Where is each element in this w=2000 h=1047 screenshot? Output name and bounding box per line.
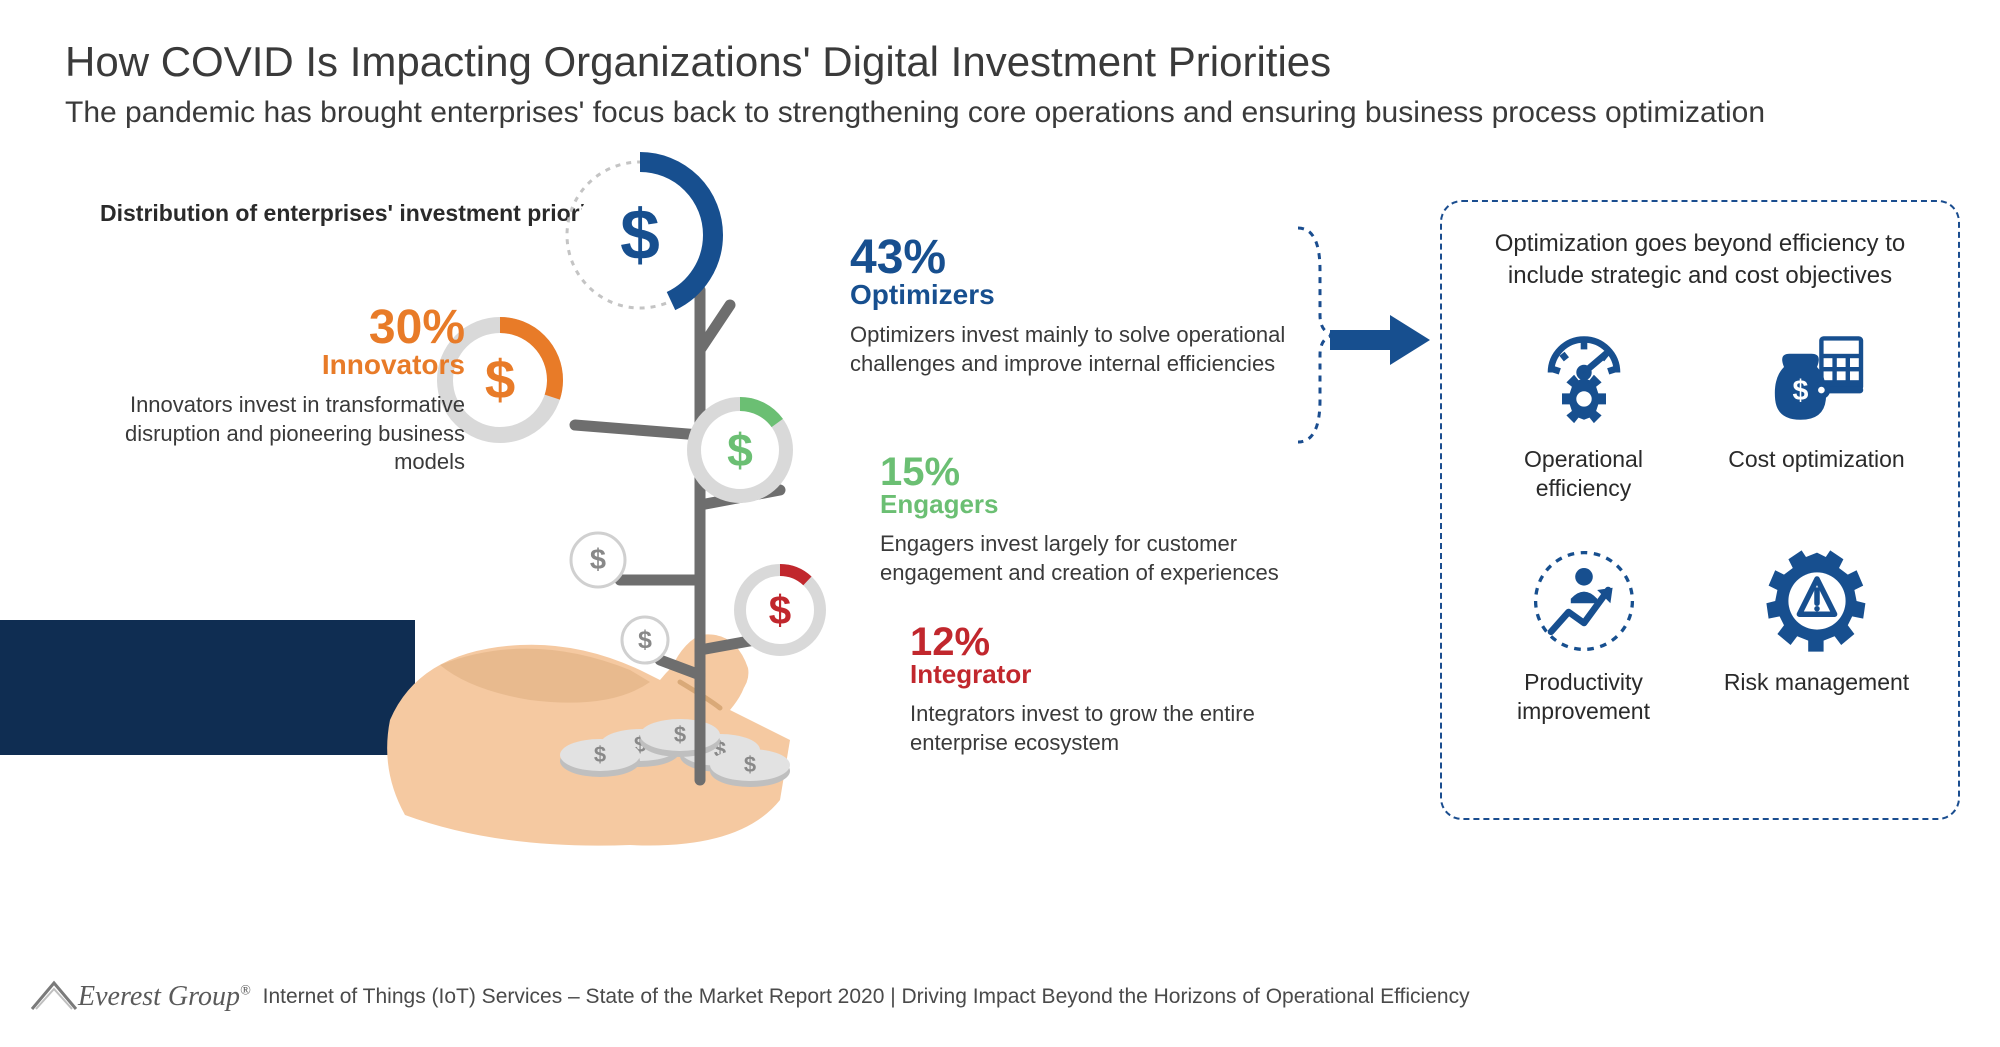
category-optimizers: 43% Optimizers Optimizers invest mainly … [850,230,1300,378]
sleeve-decor [0,620,415,755]
svg-text:$: $ [620,195,660,275]
money-calc-icon: $ [1707,323,1927,433]
card-item-cost-optimization: $ Cost optimization [1707,323,1927,503]
card-item-productivity-improvement: Productivity improvement [1474,546,1694,726]
card-item-label: Productivity improvement [1474,668,1694,726]
category-name: Optimizers [850,279,1300,311]
page-title: How COVID Is Impacting Organizations' Di… [65,38,1331,86]
category-desc: Engagers invest largely for customer eng… [880,530,1300,587]
card-item-label: Operational efficiency [1474,445,1694,503]
donut-integrator: $ [732,562,828,663]
small-coin-0: $ [569,531,627,594]
category-pct: 43% [850,230,1300,285]
svg-text:$: $ [638,626,652,654]
card-item-label: Cost optimization [1707,445,1927,474]
donut-engagers: $ [685,395,795,510]
svg-text:$: $ [1792,375,1808,407]
svg-text:$: $ [727,424,753,476]
gear-alert-icon [1707,546,1927,656]
svg-text:$: $ [590,544,606,576]
person-chart-icon [1474,546,1694,656]
footer: Everest Group® Internet of Things (IoT) … [30,973,1470,1013]
optimization-card: Optimization goes beyond efficiency to i… [1440,200,1960,820]
footer-text: Internet of Things (IoT) Services – Stat… [263,985,1470,1013]
category-desc: Optimizers invest mainly to solve operat… [850,321,1300,378]
svg-text:$: $ [485,350,515,411]
category-engagers: 15% Engagers Engagers invest largely for… [880,450,1300,587]
category-name: Engagers [880,489,1300,520]
category-pct: 30% [85,300,465,355]
category-desc: Innovators invest in transformative disr… [85,391,465,477]
brand-logo: Everest Group® [30,973,251,1013]
category-integrator: 12% Integrator Integrators invest to gro… [910,620,1270,757]
category-desc: Integrators invest to grow the entire en… [910,700,1270,757]
card-title: Optimization goes beyond efficiency to i… [1472,228,1928,293]
small-coin-1: $ [620,615,670,670]
donut-optimizers: $ [555,150,725,325]
category-innovators: 30% Innovators Innovators invest in tran… [85,300,465,477]
arrow-icon [1330,310,1430,370]
card-item-label: Risk management [1707,668,1927,697]
card-item-operational-efficiency: Operational efficiency [1474,323,1694,503]
gauge-gear-icon [1474,323,1694,433]
svg-text:$: $ [769,587,791,633]
category-name: Integrator [910,659,1270,690]
card-item-risk-management: Risk management [1707,546,1927,726]
category-name: Innovators [85,349,465,381]
page-subtitle: The pandemic has brought enterprises' fo… [65,96,1765,130]
